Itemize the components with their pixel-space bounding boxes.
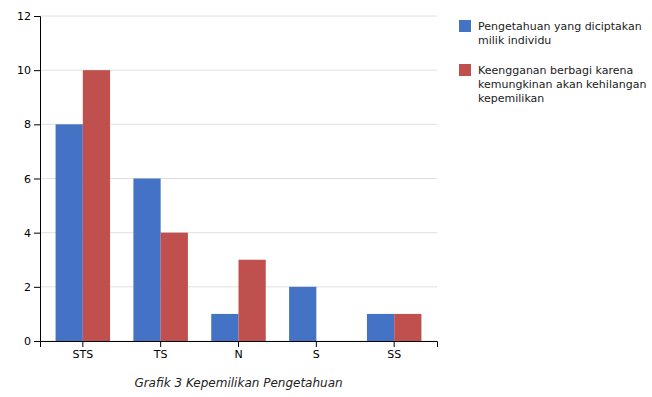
tick-label: SS	[387, 348, 401, 361]
tick-mark	[34, 179, 40, 180]
tick-label: TS	[153, 348, 168, 361]
tick-mark	[34, 16, 40, 17]
bar	[133, 179, 160, 342]
tick-mark	[160, 341, 161, 347]
tick: TS	[153, 341, 168, 361]
tick-label: STS	[72, 348, 93, 361]
bar	[239, 260, 266, 341]
tick-mark	[34, 233, 40, 234]
tick-label: 4	[24, 227, 31, 240]
bars	[56, 70, 422, 341]
legend-item: Pengetahuan yang diciptakanmilik individ…	[459, 20, 642, 47]
legend-label: Pengetahuan yang diciptakanmilik individ…	[478, 20, 642, 47]
bar	[56, 124, 83, 341]
tick: S	[313, 341, 320, 361]
tick: N	[234, 341, 242, 361]
tick: 6	[24, 173, 40, 186]
tick-label: 2	[24, 281, 31, 294]
tick-mark	[238, 341, 239, 347]
bar	[394, 314, 421, 341]
chart: 024681012STSTSNSSSGrafik 3 Kepemilikan P…	[0, 0, 652, 397]
legend-swatch	[459, 64, 471, 76]
legend: Pengetahuan yang diciptakanmilik individ…	[459, 20, 646, 105]
tick: 2	[24, 281, 40, 294]
tick-label: 8	[24, 118, 31, 131]
bar	[316, 341, 343, 342]
tick-label: 6	[24, 173, 31, 186]
tick-mark	[34, 287, 40, 288]
tick: 12	[17, 10, 40, 23]
tick: 0	[24, 335, 40, 348]
tick: 10	[17, 64, 40, 77]
tick: STS	[72, 341, 93, 361]
tick-mark	[34, 70, 40, 71]
tick-mark	[82, 341, 83, 347]
tick-label: N	[234, 348, 242, 361]
title: Grafik 3 Kepemilikan Pengetahuan	[134, 376, 342, 390]
bar	[289, 287, 316, 341]
bar	[83, 70, 110, 341]
y-axis: 0 2 4 6 8 10 12	[17, 10, 41, 348]
axis-line	[41, 342, 438, 348]
x-axis: STSTSNSSS	[41, 341, 438, 361]
axis-line	[34, 17, 41, 342]
tick-label: 10	[17, 64, 31, 77]
tick-label: 0	[24, 335, 31, 348]
legend-label: Keengganan berbagi karenakemungkinan aka…	[478, 64, 646, 105]
tick: 8	[24, 118, 40, 131]
tick-label: S	[313, 348, 320, 361]
tick: SS	[387, 341, 401, 361]
tick-mark	[34, 124, 40, 125]
tick-mark	[316, 341, 317, 347]
tick-label: 12	[17, 10, 31, 23]
tick-mark	[34, 341, 40, 342]
bar	[161, 233, 188, 341]
bar	[211, 314, 238, 341]
legend-swatch	[459, 20, 471, 32]
bar	[367, 314, 394, 341]
tick-mark	[394, 341, 395, 347]
tick: 4	[24, 227, 40, 240]
grid-line	[40, 16, 437, 17]
plot: 024681012STSTSNSSS	[17, 10, 438, 361]
grid	[40, 16, 437, 341]
legend-item: Keengganan berbagi karenakemungkinan aka…	[459, 64, 646, 105]
